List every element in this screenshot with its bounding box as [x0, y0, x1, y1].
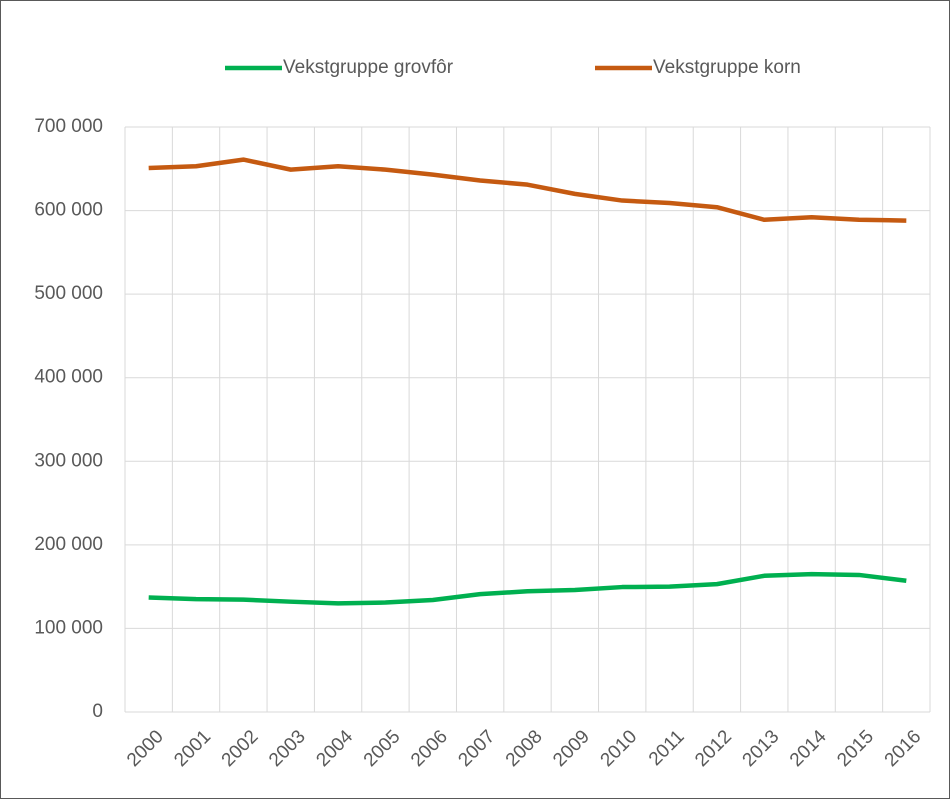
y-tick-label: 700 000: [34, 116, 103, 137]
y-tick-label: 400 000: [34, 367, 103, 388]
y-tick-label: 300 000: [34, 450, 103, 471]
line-series: [148, 157, 907, 223]
y-tick-label: 100 000: [34, 617, 103, 638]
y-tick-label: 500 000: [34, 283, 103, 304]
y-tick-label: 600 000: [34, 200, 103, 221]
y-tick-label: 0: [92, 701, 103, 722]
y-tick-label: 200 000: [34, 534, 103, 555]
legend-label: Vekstgruppe korn: [653, 57, 801, 78]
legend-label: Vekstgruppe grovfôr: [283, 57, 454, 78]
line-series: [148, 571, 907, 606]
